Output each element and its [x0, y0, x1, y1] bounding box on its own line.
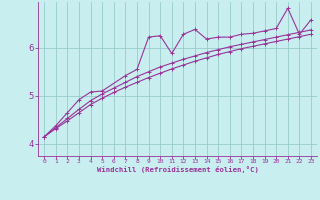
X-axis label: Windchill (Refroidissement éolien,°C): Windchill (Refroidissement éolien,°C): [97, 166, 259, 173]
